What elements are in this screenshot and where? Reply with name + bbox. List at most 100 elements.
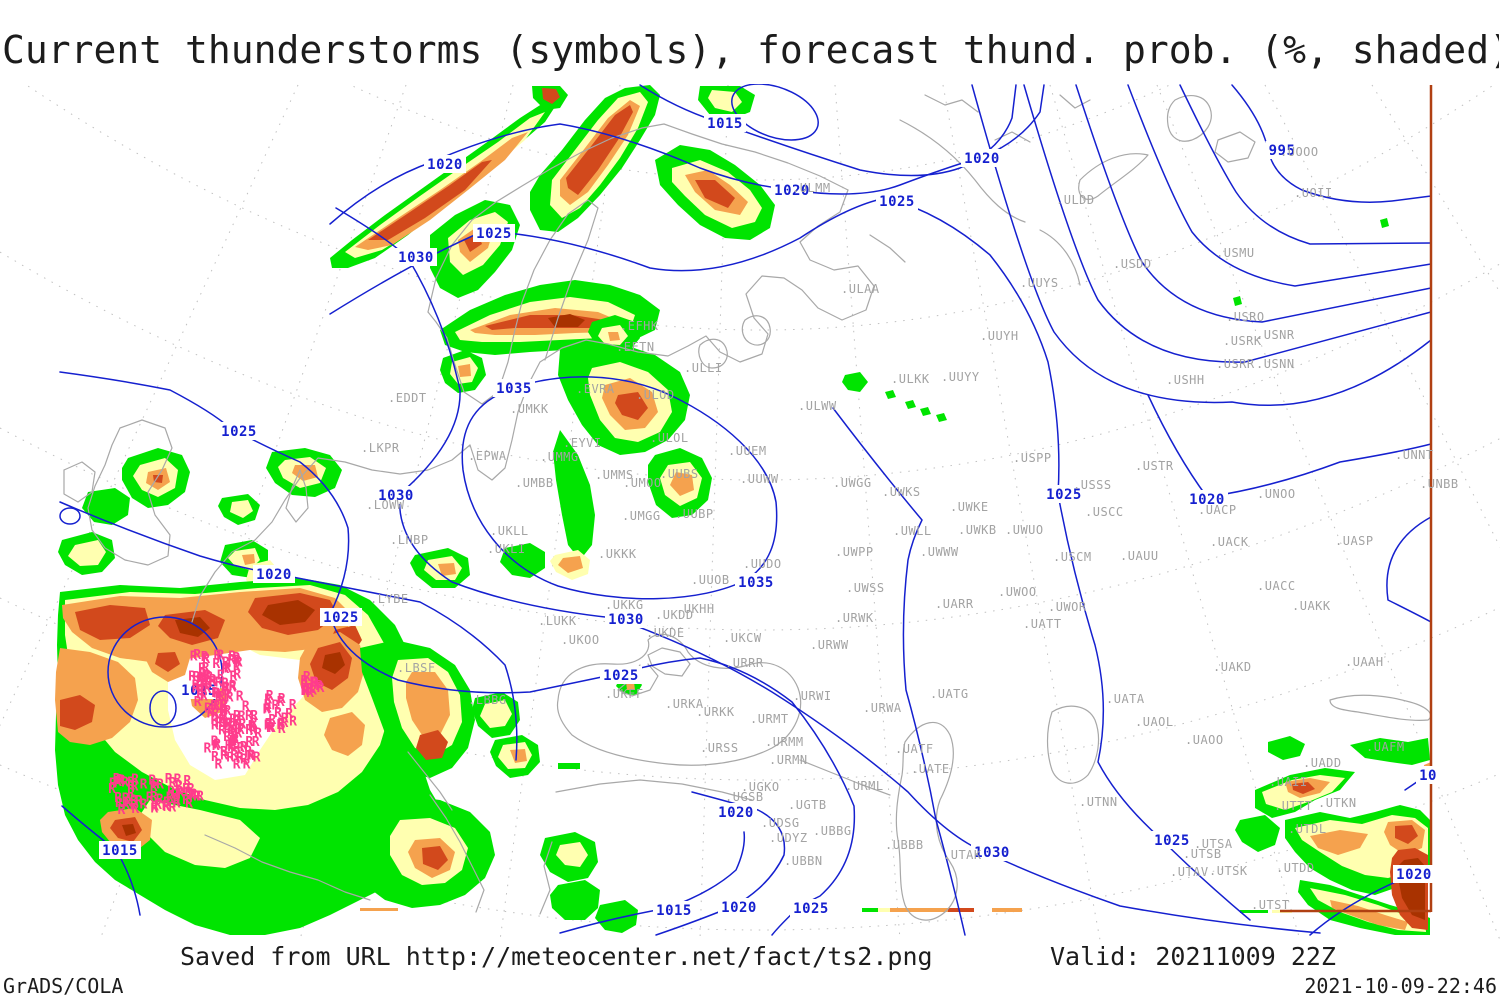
station-label: .UUEM: [728, 444, 767, 458]
isobar-label-mask: [1151, 831, 1193, 849]
station-label: .UATT: [1023, 617, 1062, 631]
station-label: .UOOO: [1280, 145, 1319, 159]
isobar-label-mask: [600, 666, 642, 684]
station-label: .UUYH: [980, 329, 1019, 343]
thunderstorm-symbol: R: [221, 662, 229, 677]
thunderstorm-symbol: R: [211, 750, 219, 765]
thunderstorm-symbol: R: [226, 751, 234, 766]
station-label: .URWA: [863, 701, 902, 715]
station-label: .UATF: [895, 742, 934, 756]
station-label: .UKCW: [723, 631, 762, 645]
station-label: .URKA: [665, 697, 704, 711]
footer-source-url: Saved from URL http://meteocenter.net/fa…: [180, 942, 933, 971]
thunderstorm-symbol: R: [228, 653, 236, 668]
thunderstorm-symbol: R: [234, 718, 242, 733]
probability-shading-layer: [55, 85, 1431, 935]
isobar-label: 1020: [964, 151, 1000, 167]
station-label: .LYBE: [370, 592, 409, 606]
isobar-label-mask: [961, 149, 1003, 167]
thunderstorm-symbol: R: [240, 740, 248, 755]
station-label: .LKPR: [361, 441, 400, 455]
thunderstorm-symbol: R: [156, 793, 164, 808]
isobar-label-mask: [718, 898, 760, 916]
thunderstorm-symbol: R: [224, 688, 232, 703]
station-label: .ULLI: [684, 361, 723, 375]
station-label: .UGTB: [788, 798, 827, 812]
thunderstorm-symbol: R: [196, 790, 204, 805]
isobar-label-mask: [1393, 865, 1435, 883]
isobar-label-mask: [1265, 141, 1299, 159]
station-label: .USMU: [1216, 246, 1255, 260]
thunderstorm-symbol: R: [234, 726, 242, 741]
thunderstorm-symbol: R: [220, 748, 228, 763]
thunderstorm-symbol: R: [233, 651, 241, 666]
thunderstorm-symbol: R: [204, 676, 212, 691]
thunderstorm-symbol: R: [150, 780, 158, 795]
isobar-label: 1020: [721, 900, 757, 916]
page-title: Current thunderstorms (symbols), forecas…: [2, 28, 1499, 72]
thunderstorm-symbol: R: [245, 723, 253, 738]
station-label: .USRR: [1216, 357, 1255, 371]
station-label: .UWKE: [950, 500, 989, 514]
station-label: .USPP: [1013, 451, 1052, 465]
thunderstorm-symbol: R: [200, 678, 208, 693]
station-label: .UAKK: [1292, 599, 1331, 613]
station-label: .UTAK: [943, 848, 982, 862]
isobar-label: 1015: [656, 903, 692, 919]
thunderstorm-symbol: R: [250, 716, 258, 731]
thunderstorm-symbol: R: [230, 724, 238, 739]
thunderstorm-symbol: R: [243, 758, 251, 773]
thunderstorm-symbol: R: [211, 686, 219, 701]
isobar-label-mask: [178, 681, 220, 699]
thunderstorm-symbol: R: [221, 698, 229, 713]
station-label: .URRR: [725, 656, 764, 670]
station-label: .URMM: [765, 735, 804, 749]
thunderstorm-symbol: R: [302, 684, 310, 699]
thunderstorm-symbol: R: [272, 699, 280, 714]
thunderstorm-symbol: R: [224, 717, 232, 732]
thunderstorm-symbol: R: [231, 730, 239, 745]
station-label: .UUBS: [660, 467, 699, 481]
thunderstorm-symbol: R: [194, 695, 202, 710]
thunderstorm-symbol: R: [188, 670, 196, 685]
thunderstorm-symbol: R: [250, 724, 258, 739]
isobar-label: 1015: [181, 683, 217, 699]
station-label: .EFHK: [620, 319, 659, 333]
isobar-layer: [59, 84, 1432, 936]
thunderstorm-symbol: R: [140, 798, 148, 813]
isobar-label-mask: [790, 899, 832, 917]
thunderstorm-symbol: R: [135, 794, 143, 809]
thunderstorm-symbol: R: [219, 716, 227, 731]
station-label: .LHBP: [390, 533, 429, 547]
thunderstorm-symbol: R: [238, 710, 246, 725]
isobar-label: 1025: [221, 424, 257, 440]
thunderstorm-symbol: R: [301, 684, 309, 699]
thunderstorm-symbol: R: [215, 716, 223, 731]
thunderstorm-symbol: R: [237, 723, 245, 738]
station-label: .UUWW: [740, 472, 779, 486]
thunderstorm-symbol: R: [108, 782, 116, 797]
thunderstorm-symbol: R: [307, 682, 315, 697]
thunderstorm-symbol: R: [264, 698, 272, 713]
thunderstorm-symbol: R: [317, 681, 325, 696]
isobar-label-mask: [971, 843, 1013, 861]
thunderstorm-symbol: R: [223, 704, 231, 719]
station-label: .USNR: [1256, 328, 1295, 342]
thunderstorm-symbol: R: [221, 676, 229, 691]
isobar-label: 995: [1269, 143, 1296, 159]
thunderstorm-symbol: R: [217, 669, 225, 684]
station-label: .UKDE: [646, 626, 685, 640]
thunderstorm-symbol: R: [205, 670, 213, 685]
thunderstorm-symbol: R: [197, 685, 205, 700]
isobar-label: 1020: [1396, 867, 1432, 883]
thunderstorm-symbol: R: [250, 709, 258, 724]
isobar-label: 1030: [608, 612, 644, 628]
isobar-label-mask: [493, 379, 535, 397]
thunderstorm-symbol: R: [190, 650, 198, 665]
isobar-label-mask: [218, 422, 260, 440]
footer-generator: GrADS/COLA: [3, 974, 124, 998]
station-label: .UUOB: [691, 573, 730, 587]
thunderstorm-symbol: R: [203, 669, 211, 684]
station-label: .ULWW: [798, 399, 837, 413]
